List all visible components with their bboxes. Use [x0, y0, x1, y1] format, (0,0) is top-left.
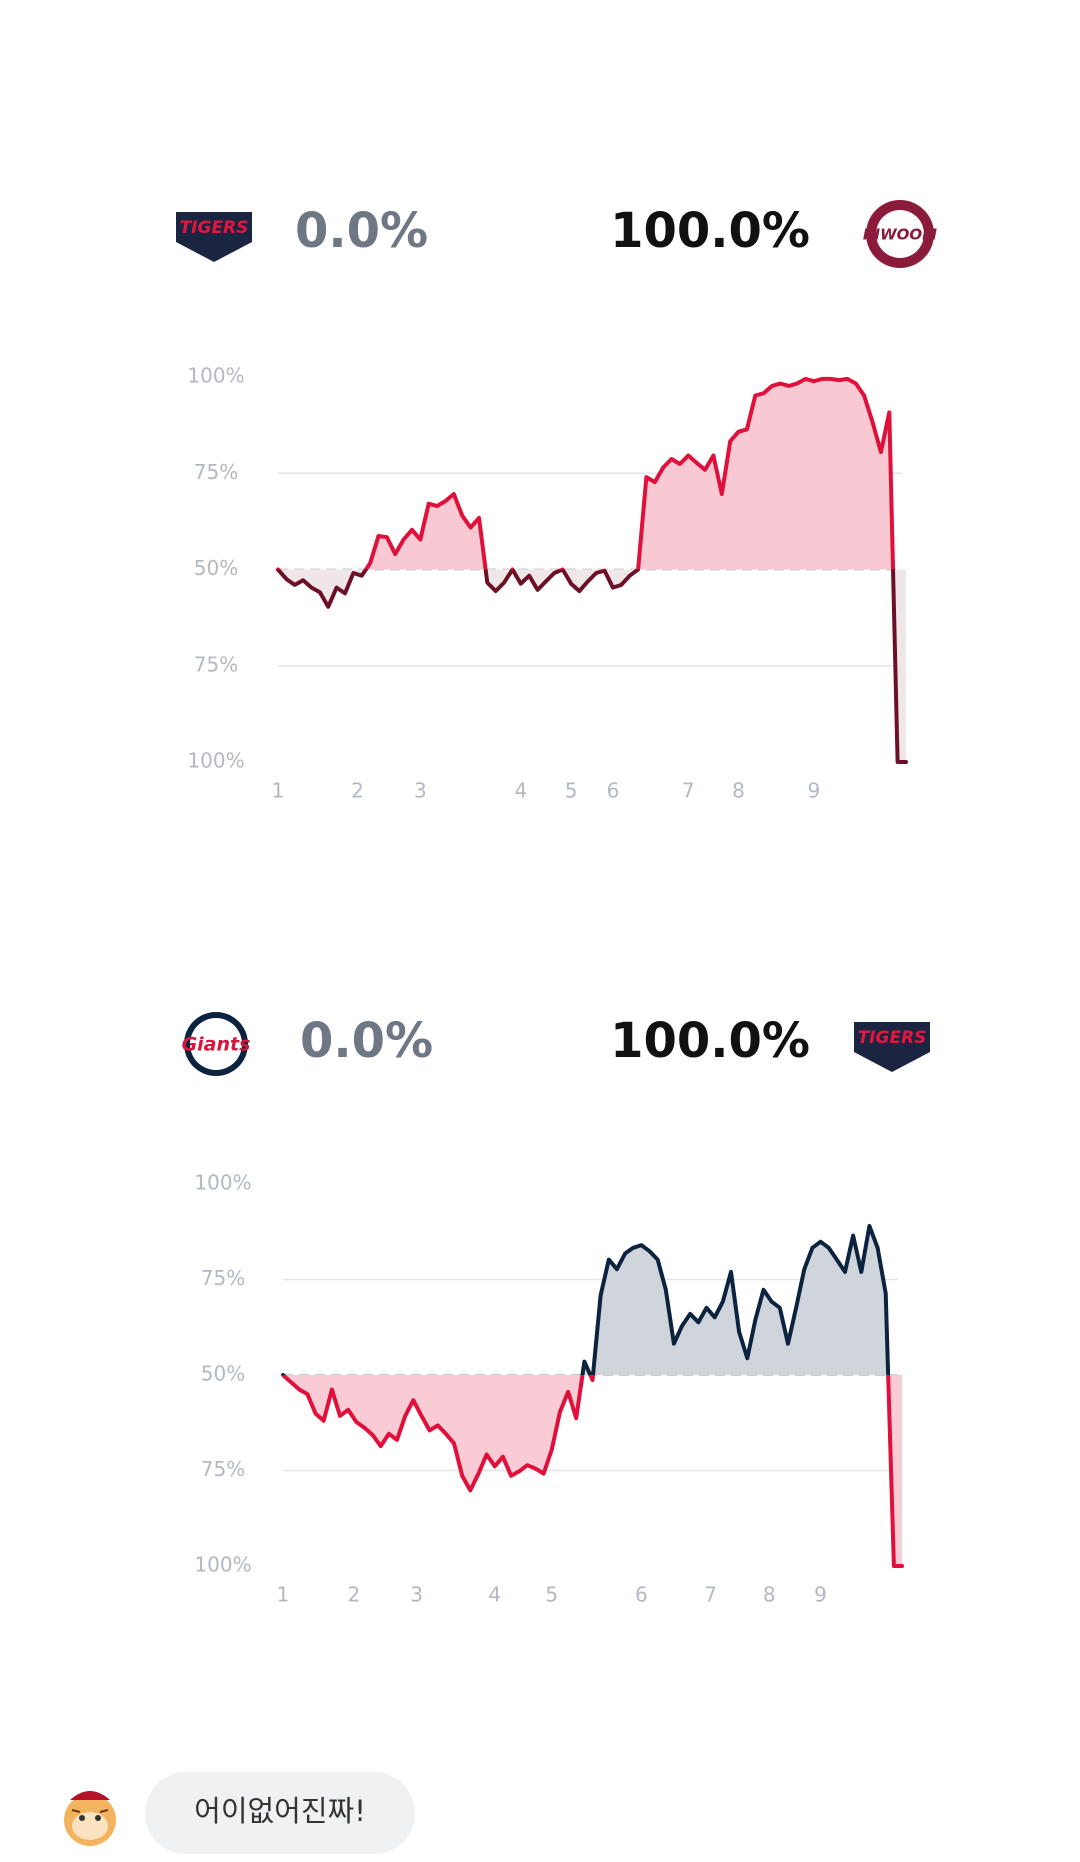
win-probability-chart: TIGERS 0.0% 100.0% KIWOOM 100% 75% 50% 75% 100% 1… [176, 200, 937, 803]
x-tick-label: 4 [514, 779, 527, 803]
x-tick-label: 3 [414, 779, 427, 803]
area [283, 1226, 902, 1566]
right-probability: 100.0% [610, 1013, 810, 1069]
y-tick-label: 100% [187, 749, 244, 773]
x-tick-label: 3 [410, 1583, 423, 1607]
logo-text: KIWOOM [863, 226, 937, 244]
probability-line [276, 376, 908, 764]
x-tick-label: 8 [732, 779, 745, 803]
logo-text: TIGERS [858, 1028, 927, 1048]
y-tick-label: 100% [187, 364, 244, 388]
team-logo: TIGERS [176, 212, 252, 262]
y-tick-label: 75% [194, 652, 238, 676]
y-tick-label: 50% [194, 556, 238, 580]
x-tick-label: 5 [545, 1583, 558, 1607]
y-tick-label: 100% [194, 1553, 251, 1577]
left-probability: 0.0% [295, 203, 428, 259]
y-tick-label: 100% [194, 1171, 251, 1195]
y-tick-label: 75% [201, 1266, 245, 1290]
team-logo: TIGERS [854, 1022, 930, 1072]
team-logo: KIWOOM [863, 200, 937, 268]
logo-text: Giants [182, 1034, 251, 1056]
x-tick-label: 2 [351, 779, 364, 803]
x-tick-label: 9 [814, 1583, 827, 1607]
x-tick-label: 7 [682, 779, 695, 803]
chat-message: 어이없어진짜! [194, 1794, 366, 1828]
x-tick-label: 6 [607, 779, 620, 803]
chat-bubble [145, 1772, 415, 1854]
x-tick-label: 7 [704, 1583, 717, 1607]
probability-line [281, 1224, 904, 1568]
left-probability: 0.0% [300, 1013, 433, 1069]
x-tick-label: 1 [277, 1583, 290, 1607]
x-tick-label: 8 [763, 1583, 776, 1607]
x-tick-label: 5 [565, 779, 578, 803]
x-tick-label: 1 [272, 779, 285, 803]
y-tick-label: 50% [201, 1362, 245, 1386]
area [278, 378, 906, 762]
x-tick-label: 4 [488, 1583, 501, 1607]
logo-text: TIGERS [180, 218, 249, 238]
x-tick-label: 9 [808, 779, 821, 803]
team-logo: Giants [182, 1012, 251, 1076]
chat-row: 어이없어진짜! [64, 1772, 415, 1854]
right-probability: 100.0% [610, 203, 810, 259]
avatar [64, 1791, 116, 1846]
y-tick-label: 75% [201, 1457, 245, 1481]
x-tick-label: 2 [347, 1583, 360, 1607]
win-probability-chart: Giants 0.0% 100.0% TIGERS 100% 75% 50% 75% 100% 1… [182, 1012, 930, 1607]
y-tick-label: 75% [194, 460, 238, 484]
x-tick-label: 6 [635, 1583, 648, 1607]
